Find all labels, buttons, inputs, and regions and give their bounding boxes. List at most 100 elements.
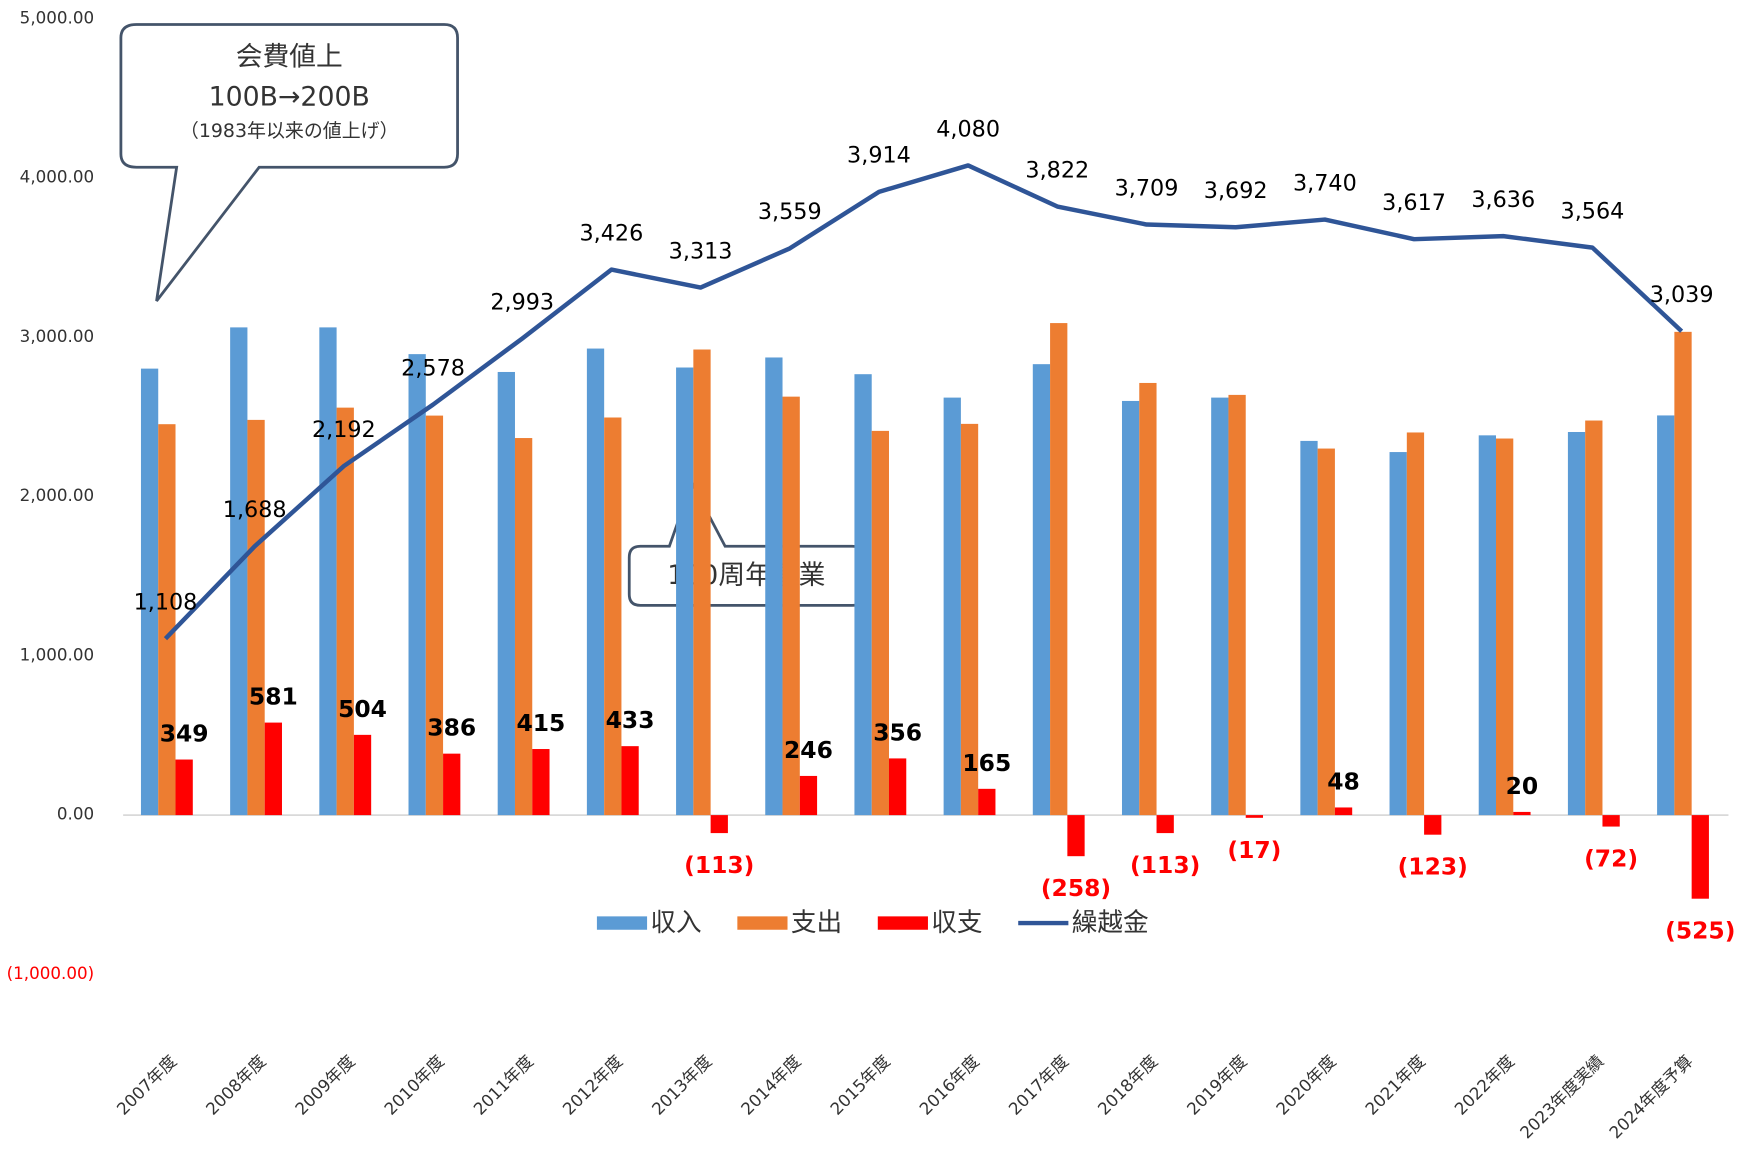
bar bbox=[1211, 397, 1229, 816]
bar bbox=[425, 415, 444, 816]
bar bbox=[1334, 807, 1353, 816]
data-label: (525) bbox=[1665, 917, 1735, 945]
x-tick-label: 2011年度 bbox=[469, 1051, 537, 1119]
x-tick-label: 2021年度 bbox=[1361, 1051, 1429, 1119]
bar bbox=[1691, 815, 1709, 899]
x-tick-label: 2022年度 bbox=[1450, 1051, 1518, 1119]
bar bbox=[710, 815, 728, 834]
bar bbox=[514, 438, 533, 816]
bar bbox=[247, 419, 265, 816]
bar bbox=[1245, 815, 1264, 818]
x-tick-label: 2014年度 bbox=[737, 1051, 805, 1119]
data-label: (17) bbox=[1227, 836, 1281, 864]
y-tick-label: 0.00 bbox=[57, 804, 94, 824]
data-label: 3,564 bbox=[1561, 198, 1625, 224]
bar bbox=[1050, 323, 1068, 816]
data-label: 2,993 bbox=[490, 289, 554, 315]
x-tick-label: 2010年度 bbox=[380, 1051, 448, 1119]
bar bbox=[532, 749, 550, 816]
bar bbox=[586, 348, 605, 816]
bar bbox=[1657, 415, 1675, 816]
legend-swatch bbox=[737, 916, 788, 930]
data-label: 1,108 bbox=[134, 590, 198, 616]
callout-box bbox=[119, 23, 459, 302]
x-tick-label: 2016年度 bbox=[915, 1051, 983, 1119]
data-label: 504 bbox=[338, 695, 387, 723]
data-label: 386 bbox=[427, 714, 476, 742]
data-label: (113) bbox=[684, 851, 754, 879]
bar bbox=[1602, 815, 1620, 827]
bar bbox=[1674, 331, 1692, 816]
annotation: 会費値上 bbox=[236, 41, 343, 72]
bar bbox=[1067, 815, 1085, 857]
bar bbox=[1156, 815, 1174, 834]
bar bbox=[1478, 435, 1497, 816]
data-label: (123) bbox=[1398, 853, 1468, 881]
data-label: 3,313 bbox=[669, 238, 733, 264]
y-tick-label: 3,000.00 bbox=[20, 326, 94, 346]
data-label: 349 bbox=[160, 720, 209, 748]
bar bbox=[604, 417, 622, 816]
data-label: 415 bbox=[516, 709, 565, 737]
legend-label: 繰越金 bbox=[1072, 908, 1149, 938]
data-label: 3,740 bbox=[1293, 170, 1357, 196]
legend-label: 収入 bbox=[650, 908, 701, 938]
data-label: 3,617 bbox=[1382, 190, 1446, 216]
bar bbox=[1032, 364, 1051, 816]
data-label: 48 bbox=[1327, 767, 1360, 795]
x-tick-label: 2007年度 bbox=[113, 1051, 181, 1119]
bar bbox=[1496, 438, 1514, 816]
bar bbox=[408, 354, 426, 816]
callout-100: 100周年事業 bbox=[627, 479, 865, 607]
data-label: 165 bbox=[962, 749, 1011, 777]
bar bbox=[871, 430, 889, 816]
bar bbox=[1513, 811, 1531, 816]
x-tick-label: 2018年度 bbox=[1094, 1051, 1162, 1119]
bar bbox=[978, 788, 996, 816]
data-label: 3,692 bbox=[1204, 178, 1268, 204]
bar bbox=[1585, 420, 1603, 816]
data-label: 356 bbox=[873, 718, 922, 746]
bar bbox=[1121, 400, 1140, 816]
data-label: 20 bbox=[1506, 772, 1539, 800]
bar bbox=[497, 371, 515, 816]
data-label: 3,426 bbox=[580, 220, 644, 246]
bar bbox=[140, 368, 159, 816]
bar bbox=[158, 424, 176, 816]
bar bbox=[443, 753, 461, 816]
data-label: 2,192 bbox=[312, 417, 376, 443]
x-tick-label: 2008年度 bbox=[202, 1051, 270, 1119]
data-label: 3,559 bbox=[758, 199, 822, 225]
legend-swatch bbox=[877, 916, 928, 930]
data-label: 3,914 bbox=[847, 143, 911, 169]
line bbox=[163, 163, 1684, 641]
bar bbox=[1139, 382, 1157, 816]
bar bbox=[1317, 448, 1335, 816]
bar bbox=[1567, 431, 1586, 816]
data-label: 3,822 bbox=[1025, 157, 1089, 183]
data-label: 246 bbox=[784, 736, 833, 764]
bar bbox=[765, 357, 783, 816]
data-label: (258) bbox=[1041, 874, 1111, 902]
annotation: 100B→200B bbox=[209, 82, 370, 113]
bar bbox=[175, 759, 193, 816]
legend-swatch bbox=[596, 916, 648, 930]
bar bbox=[782, 396, 800, 816]
y-tick-label: 1,000.00 bbox=[20, 644, 94, 664]
x-tick-label: 2020年度 bbox=[1272, 1051, 1340, 1119]
bar bbox=[799, 775, 818, 816]
data-label: (113) bbox=[1130, 851, 1200, 879]
x-tick-label: 2015年度 bbox=[826, 1051, 894, 1119]
bar bbox=[1406, 432, 1425, 816]
data-label: 3,709 bbox=[1115, 175, 1179, 201]
bar bbox=[943, 397, 961, 816]
bar bbox=[336, 407, 354, 816]
data-label: 3,039 bbox=[1650, 282, 1714, 308]
data-label: 4,080 bbox=[936, 116, 1000, 142]
legend-label: 支出 bbox=[791, 908, 842, 938]
callout-fee: 会費値上 100B→200B （1983年以来の値上げ） bbox=[119, 23, 459, 302]
data-label: 433 bbox=[606, 706, 655, 734]
x-tick-label: 2012年度 bbox=[558, 1051, 626, 1119]
x-tick-label: 2023年度実績 bbox=[1516, 1051, 1608, 1143]
